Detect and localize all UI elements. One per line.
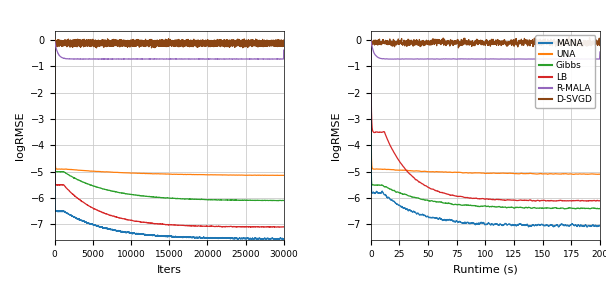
X-axis label: Runtime (s): Runtime (s) [453, 265, 518, 274]
Legend: MANA, UNA, Gibbs, LB, R-MALA, D-SVGD: MANA, UNA, Gibbs, LB, R-MALA, D-SVGD [535, 35, 596, 108]
Y-axis label: logRMSE: logRMSE [15, 111, 25, 160]
X-axis label: Iters: Iters [157, 265, 182, 274]
Y-axis label: logRMSE: logRMSE [331, 111, 341, 160]
